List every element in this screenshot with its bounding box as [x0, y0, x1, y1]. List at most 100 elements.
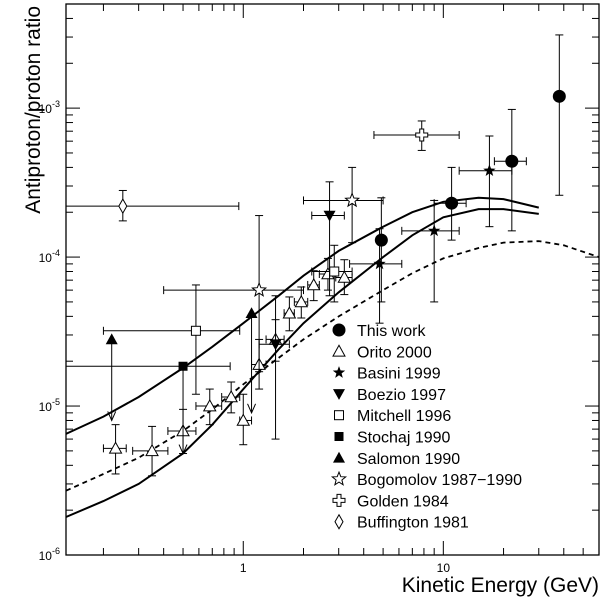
legend-marker-golden-1984: [332, 493, 346, 507]
data-point-basini-1999: [349, 228, 403, 324]
marker-mitchell-1996: [329, 266, 340, 277]
y-tick-label: 10-4: [39, 248, 60, 265]
marker-this-work: [374, 233, 388, 247]
x-tick-label: 1: [240, 561, 247, 575]
legend-marker-basini-1999: [332, 366, 346, 378]
model-curve-1: [65, 196, 540, 435]
model-curve-3: [65, 240, 600, 492]
legend: This work Orito 2000 Basini 1999 Boezio 199…: [330, 323, 522, 532]
legend-marker-this-work: [332, 323, 346, 337]
data-point-orito-2000: [221, 381, 241, 414]
marker-orito-2000: [236, 413, 251, 426]
data-point-salomon-1990: [245, 307, 258, 415]
marker-this-work: [552, 89, 566, 103]
data-point-basini-1999: [401, 199, 460, 303]
legend-item-buffington-1981: Buffington 1981: [334, 513, 469, 532]
marker-orito-2000: [224, 389, 239, 403]
legend-label: Basini 1999: [357, 366, 441, 383]
legend-marker-stochaj-1990: [334, 432, 344, 441]
legend-label: Bogomolov 1987−1990: [357, 472, 522, 489]
legend-label: Salomon 1990: [357, 451, 460, 468]
y-tick-label: 10-5: [39, 397, 60, 414]
legend-marker-boezio-1997: [333, 389, 345, 400]
axes-layer: 1 10 10-6 10-5 10-4 10-3: [39, 3, 600, 575]
marker-buffington-1981: [118, 198, 128, 215]
y-tick-label: 10-3: [39, 99, 60, 116]
legend-label: Mitchell 1996: [357, 408, 451, 425]
legend-item-salomon-1990: Salomon 1990: [333, 451, 460, 468]
marker-salomon-1990: [105, 333, 118, 345]
upper-limit-arrow: [247, 403, 257, 415]
marker-this-work: [505, 154, 519, 168]
legend-label: Orito 2000: [357, 344, 432, 361]
data-point-mitchell-1996: [311, 244, 353, 303]
data-point-this-work: [552, 34, 566, 196]
legend-item-mitchell-1996: Mitchell 1996: [334, 408, 451, 425]
marker-boezio-1997: [323, 210, 336, 222]
legend-item-stochaj-1990: Stochaj 1990: [334, 430, 451, 447]
legend-label: This work: [357, 323, 426, 340]
model-curve-2: [65, 208, 539, 518]
data-point-stochaj-1990: [65, 361, 231, 455]
legend-label: Golden 1984: [357, 493, 449, 510]
upper-limit-arrow: [107, 411, 117, 422]
marker-basini-1999: [428, 224, 441, 237]
marker-golden-1984: [415, 128, 429, 142]
data-point-this-work: [433, 166, 467, 241]
marker-orito-2000: [145, 443, 159, 457]
legend-marker-orito-2000: [332, 344, 346, 357]
data-point-orito-2000: [167, 408, 197, 455]
marker-orito-2000: [306, 277, 321, 291]
marker-basini-1999: [483, 164, 496, 176]
data-point-this-work: [493, 108, 527, 232]
marker-boezio-1997: [269, 339, 282, 351]
plot-frame: [65, 3, 600, 556]
data-point-salomon-1990: [105, 333, 118, 422]
data-point-golden-1984: [373, 120, 460, 151]
legend-item-this-work: This work: [332, 323, 426, 340]
data-point-buffington-1981: [65, 189, 240, 222]
curves-layer: [65, 196, 600, 518]
legend-item-orito-2000: Orito 2000: [332, 344, 432, 361]
legend-label: Stochaj 1990: [357, 430, 451, 447]
marker-orito-2000: [282, 306, 297, 319]
y-axis-title: Antiproton/proton ratio: [22, 6, 45, 214]
marker-this-work: [445, 196, 459, 210]
legend-item-basini-1999: Basini 1999: [332, 366, 441, 383]
data-point-orito-2000: [306, 270, 321, 302]
data-point-bogomolov-1987-1990: [163, 215, 304, 373]
legend-label: Boezio 1997: [357, 387, 446, 404]
upper-limit-arrow: [178, 444, 188, 455]
data-point-mitchell-1996: [102, 284, 241, 395]
data-point-orito-2000: [132, 425, 169, 477]
points-layer: [65, 34, 566, 477]
marker-orito-2000: [337, 270, 352, 283]
data-point-orito-2000: [282, 296, 297, 332]
data-point-this-work: [374, 197, 388, 303]
legend-marker-mitchell-1996: [334, 410, 344, 421]
marker-stochaj-1990: [178, 361, 188, 371]
marker-orito-2000: [202, 399, 217, 412]
y-tick-label: 10-6: [39, 546, 60, 563]
legend-item-boezio-1997: Boezio 1997: [333, 387, 446, 404]
marker-bogomolov-1987-1990: [251, 281, 268, 297]
data-point-orito-2000: [195, 388, 223, 426]
data-point-basini-1999: [458, 135, 513, 228]
data-point-orito-2000: [236, 393, 253, 446]
marker-salomon-1990: [245, 307, 258, 319]
data-point-orito-2000: [293, 286, 309, 319]
legend-item-golden-1984: Golden 1984: [332, 493, 449, 510]
x-axis-title: Kinetic Energy (GeV): [402, 574, 599, 597]
legend-marker-bogomolov-1987-1990: [330, 470, 348, 486]
legend-item-bogomolov-1987-1990: Bogomolov 1987−1990: [330, 470, 522, 489]
data-point-bogomolov-1987-1990: [302, 166, 384, 244]
marker-basini-1999: [373, 257, 386, 270]
marker-orito-2000: [108, 441, 123, 454]
legend-marker-buffington-1981: [334, 513, 344, 530]
x-tick-label: 10: [437, 561, 451, 575]
legend-label: Buffington 1981: [357, 515, 469, 532]
data-point-orito-2000: [102, 424, 127, 475]
marker-mitchell-1996: [190, 325, 201, 336]
